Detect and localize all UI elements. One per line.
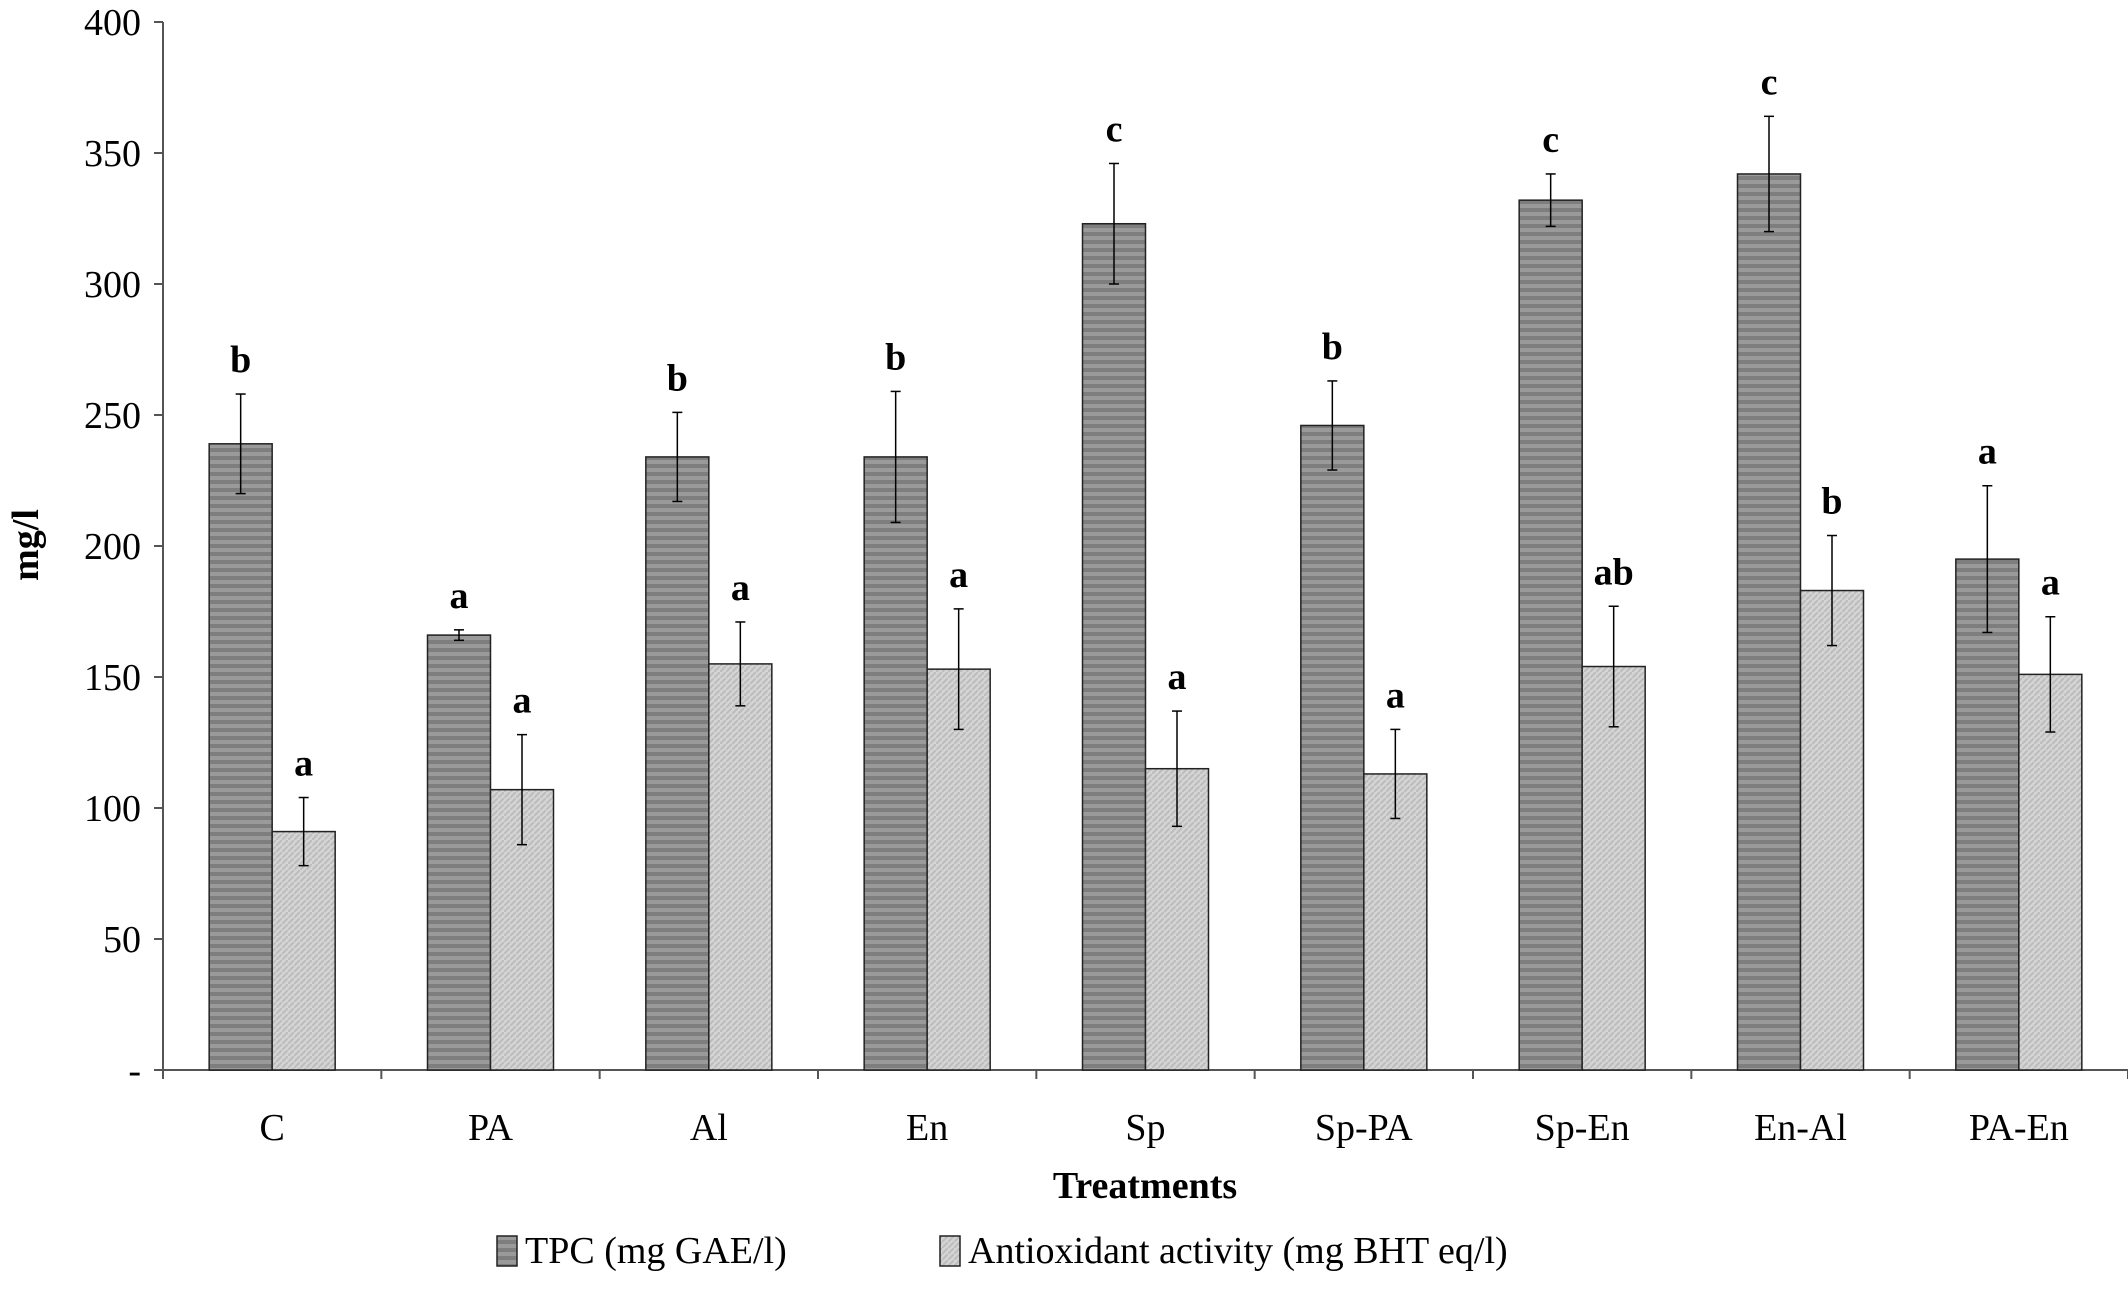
x-category-label: Sp xyxy=(1125,1107,1165,1149)
significance-label: ab xyxy=(1594,551,1634,593)
x-category-label: En xyxy=(906,1107,948,1149)
y-axis-title: mg/l xyxy=(5,509,47,581)
y-tick-label: 50 xyxy=(103,919,141,961)
legend: TPC (mg GAE/l) Antioxidant activity (mg B… xyxy=(496,1230,1508,1272)
y-tick-label: 250 xyxy=(84,395,141,437)
x-category-label: PA-En xyxy=(1969,1107,2069,1149)
significance-label: c xyxy=(1542,119,1559,161)
significance-label: b xyxy=(885,336,906,378)
significance-label: a xyxy=(1386,674,1405,716)
bar-antioxidant xyxy=(271,830,336,1071)
x-category-label: Sp-PA xyxy=(1315,1107,1413,1149)
x-category-label: C xyxy=(259,1107,284,1149)
bar-tpc xyxy=(208,443,273,1071)
significance-label: a xyxy=(949,554,968,596)
error-bars-layer xyxy=(235,115,2056,867)
legend-label: TPC (mg GAE/l) xyxy=(525,1230,787,1272)
bar-antioxidant xyxy=(2018,673,2083,1071)
bar-tpc xyxy=(1518,199,1583,1071)
legend-label: Antioxidant activity (mg BHT eq/l) xyxy=(968,1230,1508,1272)
y-tick-label: 100 xyxy=(84,788,141,830)
significance-label: a xyxy=(294,743,313,785)
x-category-label: En-Al xyxy=(1754,1107,1847,1149)
y-tick-label: 200 xyxy=(84,526,141,568)
significance-label: b xyxy=(1821,481,1842,523)
significance-label: c xyxy=(1761,61,1778,103)
bar-tpc xyxy=(1081,222,1147,1071)
x-category-label: Sp-En xyxy=(1535,1107,1630,1149)
bar-tpc xyxy=(1736,173,1802,1071)
significance-label: b xyxy=(230,339,251,381)
significance-label: b xyxy=(1322,326,1343,368)
y-tick-label: 150 xyxy=(84,657,141,699)
legend-swatch xyxy=(939,1235,961,1267)
significance-label: b xyxy=(667,357,688,399)
x-category-label: Al xyxy=(690,1107,728,1149)
x-axis-title: Treatments xyxy=(1053,1165,1237,1207)
significance-label: a xyxy=(513,680,532,722)
bar-antioxidant xyxy=(1581,665,1646,1071)
labels-layer: CbaPAaaAlbaEnbaSpcaSp-PAbaSp-EncabEn-Alc… xyxy=(230,61,2069,1149)
significance-label: a xyxy=(2041,562,2060,604)
bar-tpc xyxy=(645,456,710,1071)
bar-tpc xyxy=(863,456,928,1071)
bars-layer xyxy=(208,173,2083,1071)
bar-antioxidant xyxy=(926,668,991,1071)
x-category-label: PA xyxy=(468,1107,514,1149)
bar-tpc xyxy=(1300,424,1365,1071)
significance-label: a xyxy=(450,575,469,617)
significance-label: a xyxy=(1168,656,1187,698)
bar-antioxidant xyxy=(1799,589,1865,1071)
bar-tpc xyxy=(1955,558,2020,1071)
significance-label: c xyxy=(1106,108,1123,150)
y-tick-label: 300 xyxy=(84,264,141,306)
legend-swatch xyxy=(496,1235,518,1267)
y-tick-label: - xyxy=(128,1050,141,1092)
bar-antioxidant xyxy=(708,663,773,1071)
significance-label: a xyxy=(1978,431,1997,473)
bar-tpc xyxy=(426,634,492,1071)
y-tick-label: 350 xyxy=(84,133,141,175)
bar-antioxidant xyxy=(1363,773,1428,1071)
y-tick-label: 400 xyxy=(84,2,141,44)
significance-label: a xyxy=(731,567,750,609)
